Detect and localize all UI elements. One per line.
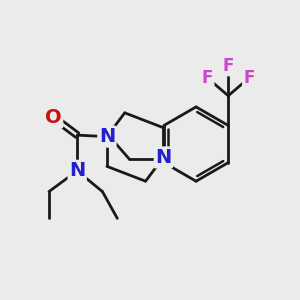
Text: N: N [99,127,115,146]
Text: F: F [223,57,234,75]
Text: N: N [69,161,85,180]
Text: F: F [243,69,255,87]
Text: N: N [155,148,172,167]
Text: F: F [202,69,213,87]
Text: O: O [45,108,62,127]
